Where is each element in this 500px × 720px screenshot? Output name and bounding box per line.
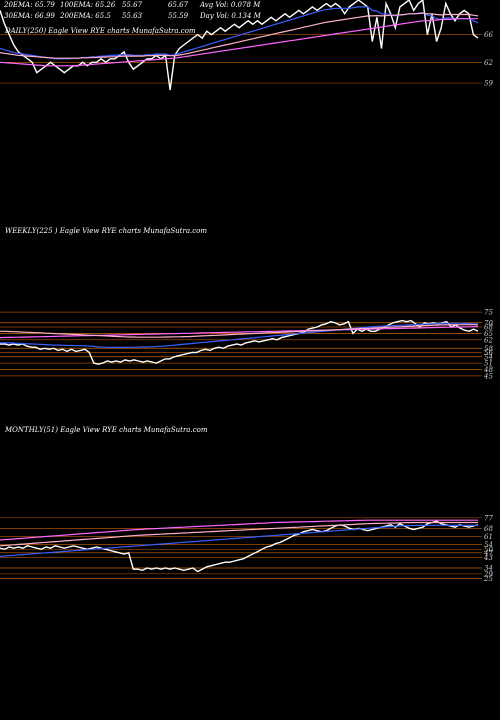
y-tick-label: 47 [483, 549, 493, 557]
series-line [0, 524, 478, 557]
series-line [0, 0, 479, 91]
series-line [0, 521, 478, 547]
series-line [0, 12, 479, 59]
y-tick-label: 68 [484, 324, 493, 332]
y-tick-label: 29 [483, 570, 493, 578]
y-tick-label: 25 [483, 575, 493, 583]
y-tick-label: 61 [484, 533, 493, 541]
y-tick-label: 56 [484, 349, 493, 357]
y-tick-label: 77 [484, 514, 493, 522]
header-stat: 55.63 [122, 12, 143, 20]
y-tick-label: 59 [484, 80, 493, 88]
y-tick-label: 70 [484, 319, 493, 327]
y-tick-label: 66 [484, 31, 493, 39]
y-tick-label: 45 [483, 372, 493, 380]
header-stat: 30EMA: 66.99 [4, 12, 55, 20]
y-tick-label: 43 [483, 554, 493, 562]
header-stat: 55.67 [122, 1, 143, 9]
header-stat: 200EMA: 65.5 [59, 12, 111, 20]
series-line [0, 520, 479, 573]
series-line [0, 519, 478, 541]
header-stat: 20EMA: 65.79 [3, 1, 55, 9]
panel-label: WEEKLY(225 ) Eagle View RYE charts Munaf… [5, 227, 207, 235]
y-tick-label: 34 [484, 565, 493, 573]
y-tick-label: 48 [483, 366, 493, 374]
series-line [0, 319, 479, 365]
y-tick-label: 58 [484, 345, 493, 353]
y-tick-label: 68 [484, 525, 493, 533]
y-tick-label: 50 [484, 546, 493, 554]
series-line [0, 18, 478, 67]
panel-label: MONTHLY(51) Eagle View RYE charts Munafa… [4, 426, 208, 434]
y-tick-label: 62 [484, 59, 493, 67]
header-stat: 55.59 [168, 12, 189, 20]
y-tick-label: 65 [484, 330, 493, 338]
header-stat: 100EMA: 65.26 [60, 1, 116, 9]
header-stat: Avg Vol: 0.078 M [199, 1, 261, 9]
y-tick-label: 51 [484, 360, 493, 368]
y-tick-label: 75 [484, 309, 493, 317]
series-line [0, 324, 479, 338]
y-tick-label: 54 [484, 353, 493, 361]
y-tick-label: 54 [484, 541, 493, 549]
y-tick-label: 62 [484, 336, 493, 344]
header-stat: 65.67 [168, 1, 189, 9]
header-stat: Day Vol: 0.134 M [199, 12, 262, 20]
series-line [0, 322, 479, 348]
series-line [0, 326, 479, 339]
panel-label: DAILY(250) Eagle View RYE charts MunafaS… [4, 27, 196, 35]
